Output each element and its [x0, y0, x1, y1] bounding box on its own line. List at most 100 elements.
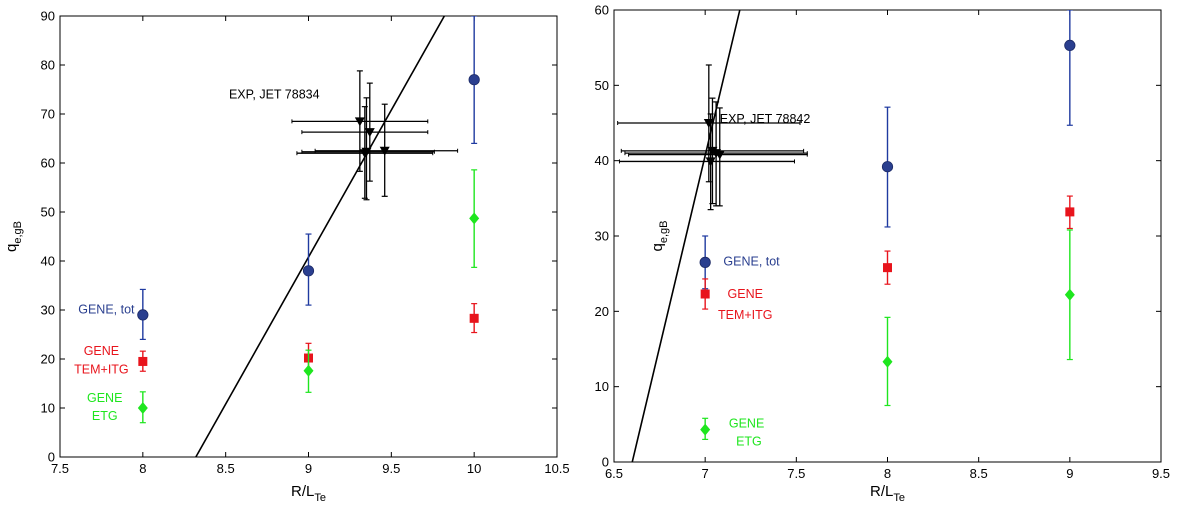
x-tick-label: 9.5: [1152, 466, 1170, 481]
x-tick-label: 7: [702, 466, 709, 481]
etg-marker-diamond: [469, 212, 480, 225]
y-tick-label: 30: [595, 229, 609, 244]
tem-marker-square: [883, 263, 892, 273]
y-tick-label: 70: [41, 107, 55, 122]
etg-marker-diamond: [303, 364, 314, 377]
tot-marker-circle: [468, 74, 480, 86]
exp-marker-triangle: [359, 149, 370, 159]
etg-point-group: [700, 417, 711, 440]
exp-point-group: [624, 101, 808, 207]
annotation-label: GENE: [87, 391, 122, 405]
etg-marker-diamond: [1064, 288, 1075, 301]
annotation-label: TEM+ITG: [718, 308, 773, 322]
etg-point-group: [1064, 229, 1075, 361]
tot-marker-circle: [699, 256, 711, 268]
y-axis-label-main: q: [649, 243, 666, 251]
fit-line: [195, 16, 446, 457]
plot-area: [617, 10, 1076, 462]
y-tick-label: 60: [595, 3, 609, 18]
x-tick-label: 7.5: [787, 466, 805, 481]
annotation-label: TEM+ITG: [74, 363, 129, 377]
x-tick-label: 10: [467, 461, 481, 476]
annotation-label: GENE, tot: [78, 302, 135, 316]
fit-line: [631, 10, 741, 462]
exp-marker-triangle: [364, 128, 375, 138]
tot-point-group: [881, 106, 894, 228]
exp-point-group: [301, 97, 435, 201]
x-tick-label: 9.5: [382, 461, 400, 476]
tot-point-group: [137, 288, 149, 340]
chart-panel-1: 7.5 8 8.5 9 9.5 10 10.50102030405060708090R/LT…: [3, 9, 570, 505]
etg-marker-diamond: [700, 423, 711, 436]
y-tick-label: 60: [41, 156, 55, 171]
exp-point-group: [291, 70, 429, 172]
etg-point-group: [469, 169, 480, 268]
y-tick-label: 80: [41, 58, 55, 73]
etg-point-group: [137, 391, 148, 424]
exp-marker-triangle: [379, 146, 390, 156]
y-axis-label: qe,gB: [3, 221, 24, 252]
y-axis-label-sub: e,gB: [12, 221, 24, 244]
x-tick-label: 10.5: [544, 461, 569, 476]
x-axis-label-sub: Te: [314, 492, 326, 504]
exp-marker-triangle: [705, 157, 716, 167]
tot-marker-circle: [302, 265, 315, 277]
y-tick-label: 10: [595, 379, 609, 394]
y-tick-label: 90: [41, 9, 55, 24]
chart-panel-2: 6.5 7 7.5 8 8.5 9 9.5 0 10 20 30 40 50 60 R/LTe qe,gB EX…: [595, 3, 1171, 505]
exp-point-group: [296, 106, 434, 199]
x-tick-label: 8: [139, 461, 146, 476]
exp-point-group: [628, 107, 808, 207]
tem-point-group: [883, 250, 892, 285]
tot-point-group: [1064, 10, 1076, 126]
annotation-label: GENE: [84, 344, 119, 358]
y-tick-label: 50: [595, 78, 609, 93]
tem-marker-square: [1065, 207, 1075, 217]
tot-point-group: [468, 16, 480, 144]
x-axis-label-sub: Te: [893, 492, 905, 504]
tem-point-group: [1065, 195, 1075, 230]
etg-point-group: [882, 316, 893, 407]
y-tick-label: 0: [48, 450, 55, 465]
y-tick-label: 0: [602, 455, 609, 470]
plot-area: [137, 16, 480, 457]
y-tick-label: 40: [595, 153, 609, 168]
x-tick-label: 7.5: [51, 461, 69, 476]
tem-point-group: [138, 350, 148, 372]
annotation-label: GENE: [729, 416, 764, 430]
annotation-label: GENE: [728, 287, 763, 301]
y-axis-label-main: q: [3, 244, 20, 252]
tot-marker-circle: [881, 161, 894, 173]
y-axis-label: qe,gB: [649, 221, 670, 252]
x-axis-label-main: R/L: [291, 483, 314, 500]
annotation-label: ETG: [92, 409, 118, 423]
tem-marker-square: [700, 289, 710, 299]
x-axis-label-main: R/L: [870, 483, 893, 500]
tot-point-group: [302, 233, 315, 306]
tem-point-group: [469, 303, 479, 334]
x-tick-label: 8.5: [217, 461, 235, 476]
x-tick-label: 9: [305, 461, 312, 476]
annotation-label: EXP, JET 78842: [720, 112, 811, 126]
x-axis-label: R/LTe: [291, 483, 326, 504]
exp-marker-triangle: [354, 117, 365, 127]
exp-marker-triangle: [703, 119, 714, 128]
y-tick-label: 30: [41, 303, 55, 318]
y-tick-label: 40: [41, 254, 55, 269]
y-tick-label: 10: [41, 401, 55, 416]
tot-marker-circle: [1064, 39, 1076, 52]
etg-point-group: [303, 349, 314, 393]
etg-marker-diamond: [882, 355, 893, 368]
y-tick-label: 20: [41, 352, 55, 367]
tot-marker-circle: [137, 309, 149, 321]
tem-point-group: [700, 278, 710, 310]
tem-marker-square: [138, 356, 148, 366]
exp-point-group: [314, 103, 459, 197]
y-tick-label: 50: [41, 205, 55, 220]
annotation-label: EXP, JET 78834: [229, 87, 320, 101]
x-tick-label: 9: [1066, 466, 1073, 481]
x-tick-label: 6.5: [605, 466, 623, 481]
x-tick-label: 8.5: [970, 466, 988, 481]
y-axis-label-sub: e,gB: [658, 221, 670, 244]
